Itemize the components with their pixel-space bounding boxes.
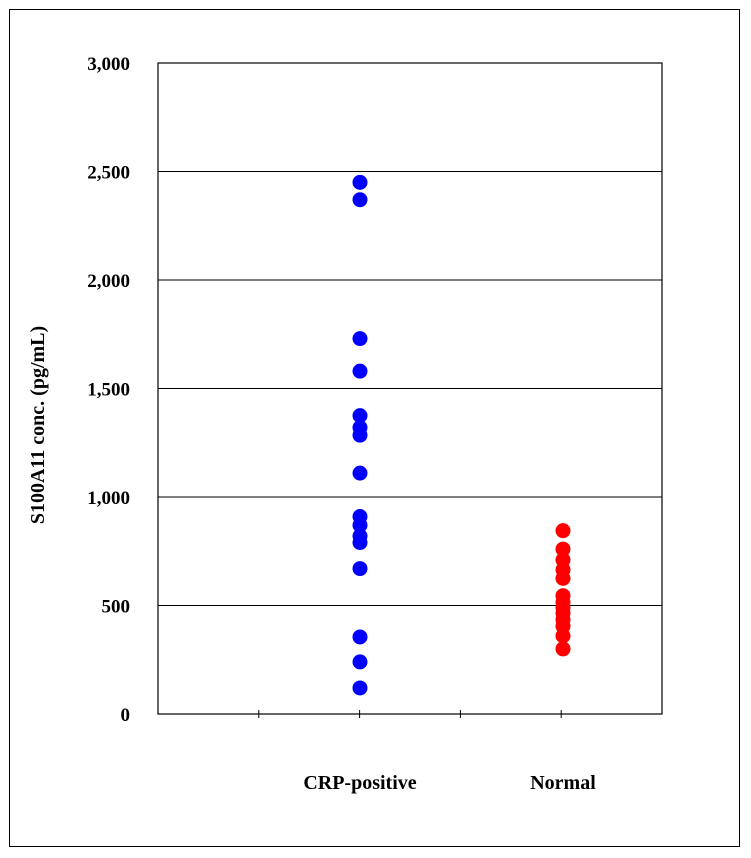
x-axis-ticks <box>258 710 562 718</box>
data-point-normal <box>555 541 571 557</box>
data-point-crp-positive <box>352 680 368 696</box>
data-point-normal <box>555 641 571 657</box>
data-point-crp-positive <box>352 408 368 424</box>
plot-area <box>157 62 663 715</box>
data-point-crp-positive <box>352 561 368 577</box>
x-category-label: CRP-positive <box>303 772 416 794</box>
data-point-normal <box>555 523 571 539</box>
gridlines <box>158 171 662 606</box>
y-axis-tick-labels: 0 500 1,000 1,500 2,000 2,500 3,000 <box>87 54 130 726</box>
y-tick-label: 2,500 <box>87 163 130 184</box>
x-category-label: Normal <box>530 772 596 794</box>
y-tick-label: 0 <box>121 705 131 726</box>
data-point-crp-positive <box>352 427 368 443</box>
data-point-crp-positive <box>352 192 368 208</box>
y-tick-label: 1,500 <box>87 380 130 401</box>
y-tick-label: 500 <box>102 597 131 618</box>
data-point-crp-positive <box>352 629 368 645</box>
y-axis-title: S100A11 conc. (pg/mL) <box>27 326 49 524</box>
data-point-crp-positive <box>352 465 368 481</box>
data-point-crp-positive <box>352 363 368 379</box>
y-tick-label: 2,000 <box>87 271 130 292</box>
category-labels: CRP-positive Normal <box>303 772 596 794</box>
data-point-normal <box>555 628 571 644</box>
y-tick-label: 3,000 <box>87 54 130 75</box>
data-point-crp-positive <box>352 331 368 347</box>
data-point-crp-positive <box>352 654 368 670</box>
data-point-crp-positive <box>352 517 368 533</box>
data-points <box>352 174 571 696</box>
chart-frame <box>9 9 740 847</box>
data-point-crp-positive <box>352 535 368 551</box>
data-point-crp-positive <box>352 174 368 190</box>
data-point-normal <box>555 570 571 586</box>
y-tick-label: 1,000 <box>87 488 130 509</box>
